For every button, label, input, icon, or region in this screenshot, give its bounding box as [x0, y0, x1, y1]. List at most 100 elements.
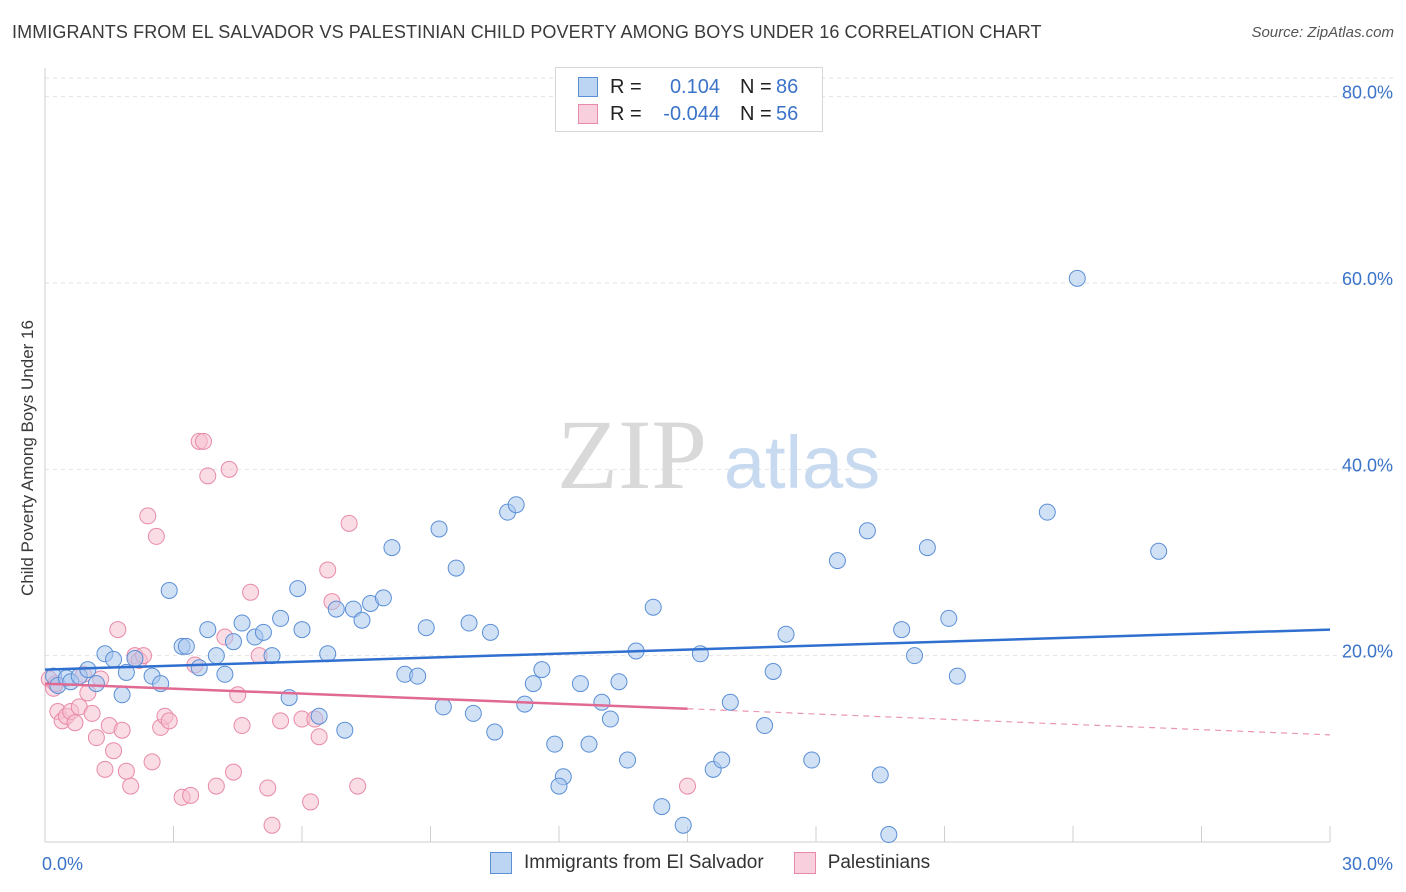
data-point-el-salvador	[310, 707, 328, 725]
y-tick-label: 60.0%	[1342, 269, 1393, 289]
data-point-palestinians	[117, 762, 135, 780]
data-point-el-salvador	[224, 633, 242, 651]
data-point-el-salvador	[507, 496, 525, 514]
n-label: N =	[740, 75, 772, 98]
legend-row-palestinians: R = -0.044 N = 56	[578, 101, 798, 127]
data-point-palestinians	[224, 763, 242, 781]
trend-lines	[44, 628, 1331, 736]
grid-lines	[45, 77, 1395, 657]
trend-line-palestinians-extension	[687, 708, 1331, 736]
data-point-el-salvador	[764, 662, 782, 680]
data-point-el-salvador	[533, 661, 551, 679]
data-point-el-salvador	[619, 751, 637, 769]
data-point-el-salvador	[756, 717, 774, 735]
data-point-el-salvador	[216, 665, 234, 683]
data-point-el-salvador	[858, 522, 876, 540]
data-point-el-salvador	[374, 589, 392, 607]
data-point-palestinians	[242, 583, 260, 601]
data-point-palestinians	[207, 777, 225, 795]
el-salvador-points	[45, 269, 1168, 844]
data-point-palestinians	[349, 777, 367, 795]
data-point-palestinians	[147, 527, 165, 545]
data-point-palestinians	[105, 742, 123, 760]
data-point-palestinians	[182, 786, 200, 804]
trend-line-palestinians	[44, 682, 688, 711]
blue-swatch	[578, 77, 598, 97]
data-point-el-salvador	[601, 710, 619, 728]
data-point-el-salvador	[880, 826, 898, 844]
data-point-palestinians	[229, 686, 247, 704]
legend-label-palestinians: Palestinians	[827, 852, 931, 873]
n-value: 56	[776, 102, 799, 125]
x-tick-label-min: 0.0%	[42, 854, 83, 874]
stats-legend: R = 0.104 N = 86 R = -0.044 N = 56	[555, 67, 823, 132]
data-point-el-salvador	[430, 520, 448, 538]
data-point-el-salvador	[105, 650, 123, 668]
data-point-el-salvador	[871, 766, 889, 784]
data-point-palestinians	[263, 816, 281, 834]
data-point-el-salvador	[464, 704, 482, 722]
x-tick-label-max: 30.0%	[1342, 854, 1393, 874]
data-point-el-salvador	[344, 600, 362, 618]
data-point-el-salvador	[160, 581, 178, 599]
data-point-el-salvador	[447, 559, 465, 577]
data-point-el-salvador	[906, 647, 924, 665]
r-label: R =	[610, 102, 642, 125]
data-point-palestinians	[233, 717, 251, 735]
data-point-el-salvador	[207, 647, 225, 665]
data-point-el-salvador	[1068, 269, 1086, 287]
data-point-el-salvador	[481, 623, 499, 641]
data-point-palestinians	[87, 729, 105, 747]
watermark: ZIP atlas	[557, 399, 880, 510]
data-point-el-salvador	[940, 609, 958, 627]
data-point-el-salvador	[113, 686, 131, 704]
pink-swatch	[793, 852, 816, 874]
data-point-palestinians	[259, 779, 277, 797]
data-point-el-salvador	[674, 816, 692, 834]
data-point-el-salvador	[289, 580, 307, 598]
legend-label-el-salvador: Immigrants from El Salvador	[524, 852, 764, 873]
data-point-el-salvador	[550, 777, 568, 795]
legend-item-el-salvador[interactable]: Immigrants from El Salvador	[490, 852, 764, 874]
data-point-palestinians	[220, 460, 238, 478]
r-label: R =	[610, 75, 642, 98]
y-tick-label: 20.0%	[1342, 642, 1393, 662]
data-point-palestinians	[143, 753, 161, 771]
data-point-el-salvador	[516, 695, 534, 713]
data-point-el-salvador	[190, 659, 208, 677]
data-point-palestinians	[109, 621, 127, 639]
data-point-palestinians	[302, 793, 320, 811]
data-point-palestinians	[272, 712, 290, 730]
n-label: N =	[740, 102, 772, 125]
data-point-el-salvador	[653, 798, 671, 816]
data-point-el-salvador	[721, 693, 739, 711]
data-point-el-salvador	[571, 675, 589, 693]
data-point-el-salvador	[1038, 503, 1056, 521]
data-point-el-salvador	[918, 539, 936, 557]
palestinians-points	[40, 432, 696, 834]
data-point-palestinians	[194, 432, 212, 450]
data-point-el-salvador	[336, 721, 354, 739]
data-point-palestinians	[310, 728, 328, 746]
source-label: Source: ZipAtlas.com	[1251, 24, 1394, 41]
data-point-el-salvador	[126, 649, 144, 667]
data-point-el-salvador	[524, 675, 542, 693]
data-point-el-salvador	[409, 667, 427, 685]
legend-item-palestinians[interactable]: Palestinians	[793, 852, 931, 874]
data-point-el-salvador	[948, 667, 966, 685]
data-point-el-salvador	[383, 539, 401, 557]
r-value: -0.044	[663, 102, 720, 125]
series-legend: Immigrants from El Salvador Palestinians	[490, 852, 960, 874]
data-point-el-salvador	[1150, 542, 1168, 560]
data-point-palestinians	[319, 561, 337, 579]
r-value: 0.104	[669, 75, 720, 98]
data-point-el-salvador	[254, 623, 272, 641]
watermark-atlas: atlas	[724, 421, 880, 504]
data-point-el-salvador	[417, 619, 435, 637]
data-point-palestinians	[340, 514, 358, 532]
data-point-el-salvador	[272, 609, 290, 627]
pink-swatch	[578, 104, 598, 124]
data-point-el-salvador	[610, 673, 628, 691]
data-point-el-salvador	[593, 693, 611, 711]
